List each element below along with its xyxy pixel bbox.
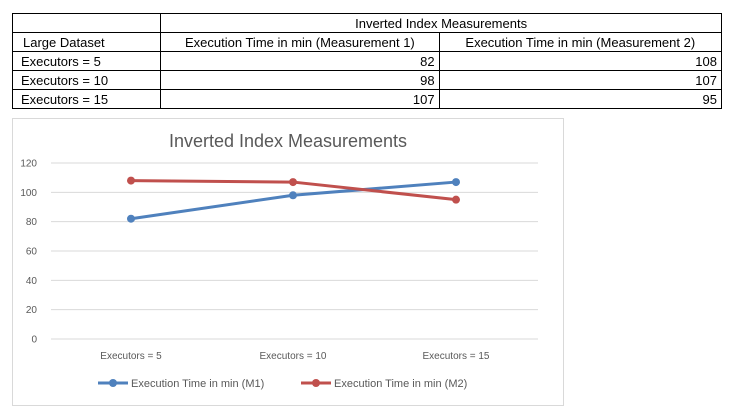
- x-tick-label: Executors = 10: [260, 351, 327, 362]
- x-axis: Executors = 5 Executors = 10 Executors = 1…: [100, 351, 490, 362]
- legend-marker-1: [109, 379, 117, 387]
- header-measurement-1: Execution Time in min (Measurement 1): [160, 32, 440, 52]
- data-point: [127, 176, 135, 185]
- table-title: Inverted Index Measurements: [160, 13, 722, 33]
- y-tick-label: 120: [20, 159, 37, 170]
- table-row: Executors = 15 107 95: [11, 89, 723, 109]
- chart-title: Inverted Index Measurements: [169, 131, 407, 151]
- row-label: Executors = 10: [11, 70, 162, 90]
- cell-measurement-2: 95: [438, 89, 723, 109]
- cell-measurement-1: 82: [160, 51, 440, 71]
- data-point: [127, 214, 135, 223]
- row-label: Executors = 5: [11, 51, 162, 71]
- series-line-1: [129, 180, 458, 221]
- data-point: [452, 178, 460, 187]
- y-tick-label: 100: [20, 188, 37, 199]
- legend-marker-2: [312, 379, 320, 387]
- table-title-row: Inverted Index Measurements: [11, 13, 722, 33]
- chart-area: Inverted Index Measurements 0 20 40 60 80 100…: [12, 118, 564, 406]
- data-point: [289, 191, 297, 200]
- cell-measurement-2: 107: [438, 70, 723, 90]
- data-point: [452, 195, 460, 204]
- legend-label-1: Execution Time in min (M1): [131, 378, 264, 390]
- data-point: [289, 178, 297, 187]
- cell-measurement-1: 98: [160, 70, 440, 90]
- header-large-dataset: Large Dataset: [11, 32, 162, 52]
- cell-measurement-1: 107: [160, 89, 440, 109]
- y-tick-label: 40: [26, 276, 38, 287]
- line-chart: Inverted Index Measurements 0 20 40 60 80 100…: [20, 131, 538, 390]
- measurements-table: Inverted Index Measurements Large Datase…: [11, 13, 723, 109]
- series-lines: [127, 176, 460, 223]
- x-tick-label: Executors = 5: [100, 351, 162, 362]
- x-tick-label: Executors = 15: [423, 351, 490, 362]
- table-row: Executors = 5 82 108: [11, 51, 723, 71]
- y-tick-label: 20: [26, 305, 38, 316]
- cell-measurement-2: 108: [438, 51, 723, 71]
- table-row: Executors = 10 98 107: [11, 70, 723, 90]
- table-header-row: Large Dataset Execution Time in min (Mea…: [11, 32, 723, 52]
- header-measurement-2: Execution Time in min (Measurement 2): [438, 32, 723, 52]
- row-label: Executors = 15: [11, 89, 162, 109]
- y-tick-label: 0: [31, 335, 37, 346]
- gridlines: [51, 162, 538, 340]
- legend: Execution Time in min (M1) Execution Time…: [98, 378, 467, 390]
- y-axis: 0 20 40 60 80 100 120: [20, 159, 37, 346]
- y-tick-label: 60: [26, 247, 38, 258]
- legend-label-2: Execution Time in min (M2): [334, 378, 467, 390]
- y-tick-label: 80: [26, 217, 38, 228]
